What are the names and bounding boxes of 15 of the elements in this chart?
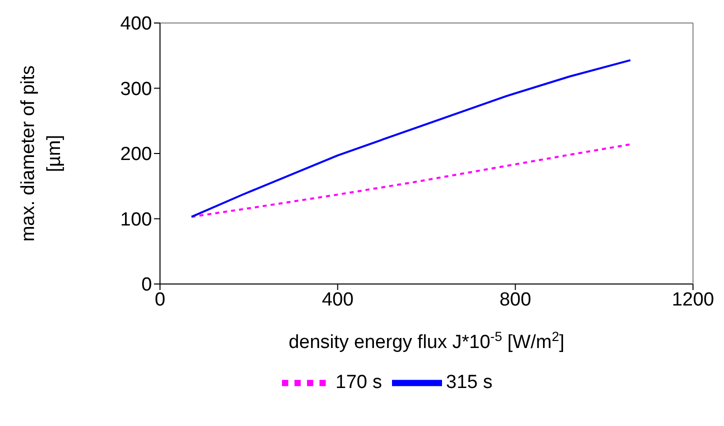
x-tick-label: 800: [499, 289, 532, 310]
y-tick-label: 100: [120, 209, 152, 230]
line-series: [190, 59, 632, 218]
y-axis-title: max. diameter of pits [µm]: [18, 65, 65, 242]
y-tick-label: 400: [120, 14, 152, 35]
x-tick-label: 1200: [672, 289, 714, 310]
line-series: [190, 143, 632, 218]
legend-label: 170 s: [336, 372, 382, 394]
x-tick-label: 0: [154, 289, 166, 310]
y-tick-label: 0: [141, 274, 152, 296]
y-tick-label: 200: [120, 144, 152, 166]
x-tick-label: 400: [322, 289, 354, 310]
y-tick-label: 300: [120, 78, 152, 100]
legend-label: 315 s: [446, 372, 492, 394]
x-axis-title: density energy flux J*10$^{-5}$ [W/m$^{2}$]: [288, 328, 564, 353]
